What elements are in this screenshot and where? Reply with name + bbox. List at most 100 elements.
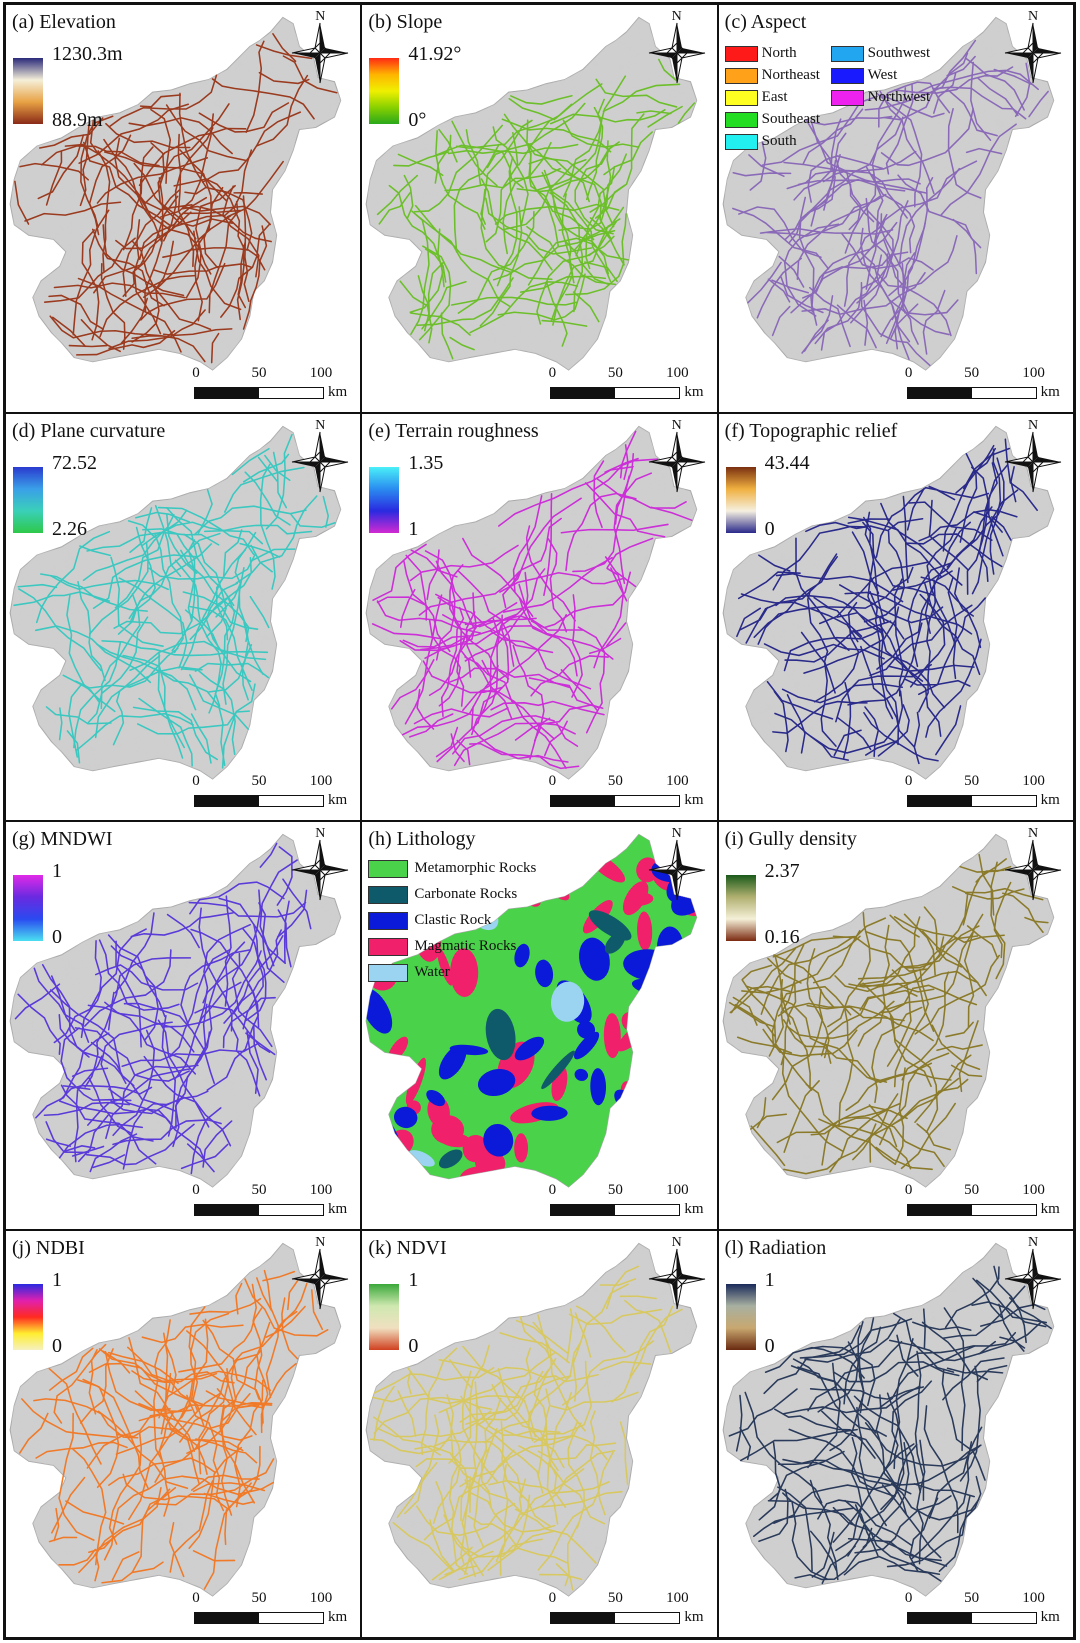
road-segment [58,1412,95,1541]
road-segment [749,1113,787,1130]
road-segment [94,1486,162,1581]
road-segment [40,145,160,167]
road-segment [403,174,414,220]
panel-title: (k) NDVI [368,1236,447,1259]
color-ramp [725,1283,756,1350]
road-segment [777,1461,902,1486]
road-segment [772,1483,893,1524]
road-segment [907,561,952,667]
road-segment [216,1387,259,1408]
road-segment [113,595,231,634]
road-segment [190,712,212,764]
road-segment [767,278,790,303]
north-label: N [1027,1234,1039,1250]
road-segment [418,570,521,616]
road-segment [175,1003,208,1129]
road-segment [924,521,971,634]
road-segment [179,149,219,269]
road-segment [894,311,900,350]
basin-map [365,16,698,371]
scale-label-100: 100 [309,1181,333,1198]
legend-label: East [761,89,788,105]
road-segment [169,1479,214,1573]
road-segment [189,673,249,730]
road-segment [647,105,684,128]
lithology-patch [483,1123,514,1157]
road-segment [14,983,61,1020]
road-segment [90,1041,177,1112]
road-segment [193,504,307,535]
road-segment [17,583,58,588]
road-segment [944,1021,974,1038]
road-segment [976,77,1019,117]
road-segment [978,461,998,582]
road-segment [893,968,929,1088]
road-segment [100,592,141,709]
road-segment [370,1431,454,1454]
road-segment [58,1548,97,1566]
basin-map [722,1242,1054,1597]
road-segment [487,102,586,169]
scale-unit: km [684,1609,704,1625]
road-segment [531,570,632,628]
road-segment [160,1331,169,1435]
road-segment [774,594,883,634]
road-segment [180,949,251,1028]
road-segment [122,654,185,748]
lithology-patch [515,1036,545,1061]
road-segment [807,155,884,203]
legend-swatch [368,912,409,930]
road-segment [993,881,1012,959]
ramp-min-label: 2.26 [52,517,87,540]
road-segment [595,78,678,108]
road-segment [941,1356,1005,1400]
road-segment [134,1389,208,1475]
road-segment [771,989,823,1101]
scale-label-50: 50 [607,364,623,381]
basin-map [9,833,342,1188]
road-segment [192,1481,266,1492]
north-label: N [315,417,326,433]
map-panel-1: (b) Slope N 0 50 100 km 41.92° 0° [361,4,718,413]
road-segment [544,720,569,756]
road-segment [438,1351,556,1413]
road-segment [184,186,253,251]
road-segment [226,160,284,218]
road-segment [65,1499,125,1525]
road-segment [889,303,919,339]
road-segment [879,221,926,338]
road-segment [549,192,584,313]
road-segment [18,587,102,671]
road-segment [438,1550,494,1580]
lithology-patch [661,971,680,985]
road-segment [768,944,805,1057]
road-segment [235,1282,243,1315]
road-segment [53,1507,60,1541]
road-segment [130,912,234,938]
road-segment [862,711,939,762]
road-segment [818,560,929,624]
compass-icon [1004,1248,1062,1309]
road-segment [34,624,152,683]
road-segment [737,206,822,258]
road-segment [556,722,579,747]
panel-title: (h) Lithology [368,828,476,850]
road-segment [62,674,100,703]
road-segment [593,459,605,528]
lithology-patch [426,1089,446,1107]
road-segment [747,154,785,177]
road-segment [81,229,100,341]
road-segment [223,934,284,1024]
road-segment [80,115,114,229]
road-segment [965,147,1002,155]
lithology-patch [683,1077,698,1094]
road-segment [813,566,914,609]
scale-label-50: 50 [964,364,980,381]
road-segment [183,533,227,638]
road-segment [393,151,450,167]
scale-bar: 0 50 100 km [192,1590,347,1632]
road-segment [118,576,188,669]
road-segment [154,504,182,577]
road-segment [480,188,553,281]
road-segment [770,279,809,294]
